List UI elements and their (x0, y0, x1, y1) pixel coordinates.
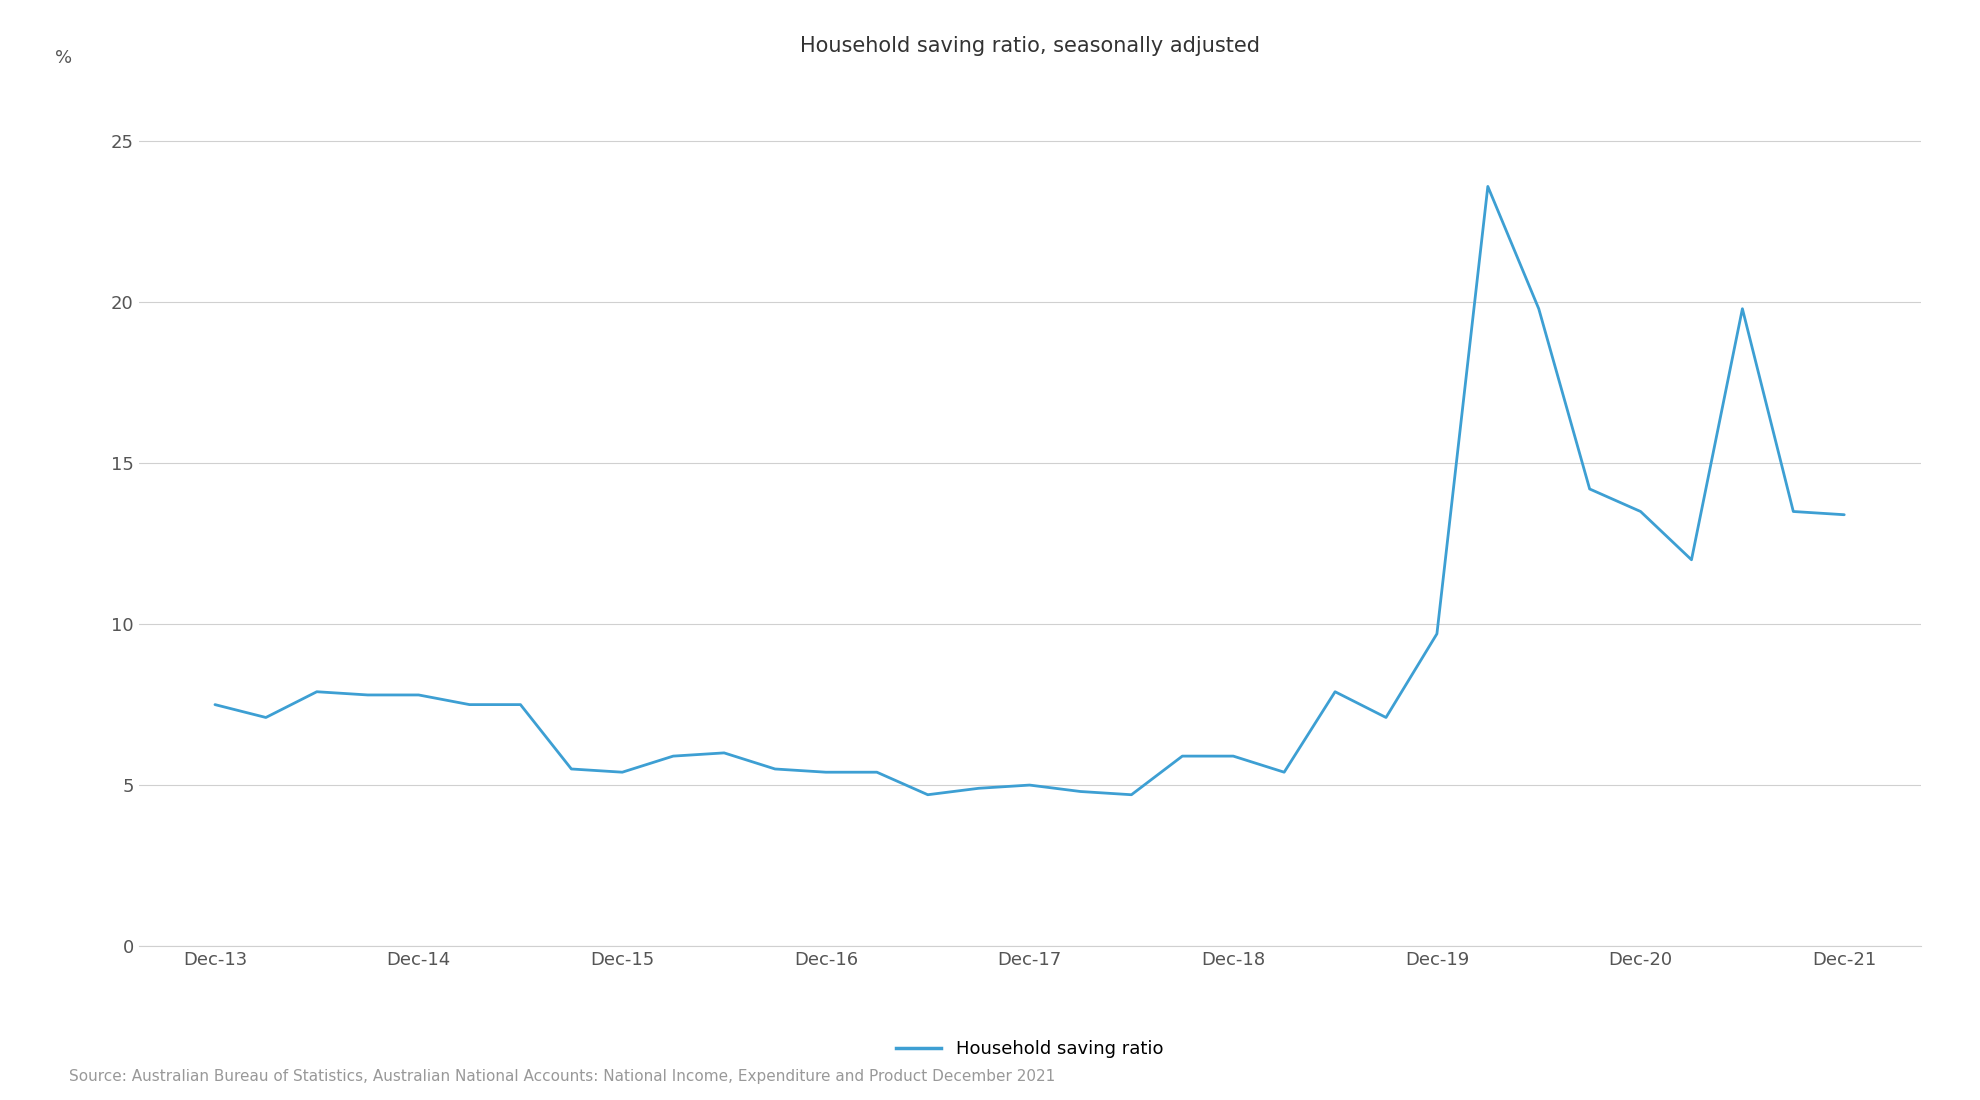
Legend: Household saving ratio: Household saving ratio (889, 1033, 1170, 1066)
Text: Source: Australian Bureau of Statistics, Australian National Accounts: National : Source: Australian Bureau of Statistics,… (69, 1068, 1055, 1084)
Title: Household saving ratio, seasonally adjusted: Household saving ratio, seasonally adjus… (800, 36, 1259, 56)
Text: %: % (55, 50, 73, 67)
